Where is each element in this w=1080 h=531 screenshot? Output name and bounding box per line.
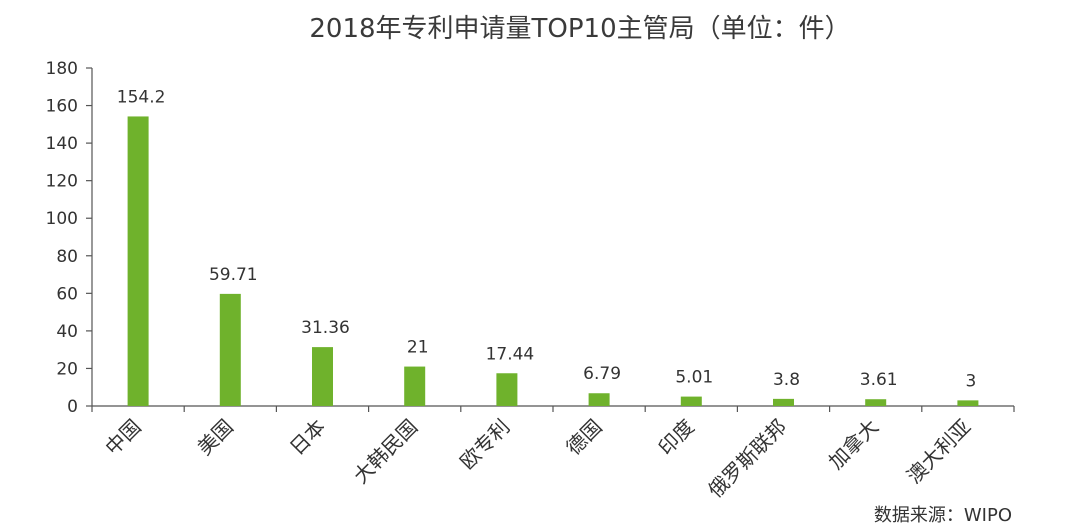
category-label: 俄罗斯联邦 [703, 415, 791, 503]
y-tick-label: 100 [46, 209, 78, 229]
bar-value-label: 21 [407, 338, 429, 358]
bar [680, 396, 702, 406]
bar-value-label: 154.2 [117, 87, 166, 107]
category-label: 加拿大 [824, 415, 883, 474]
y-tick-label: 60 [56, 284, 78, 304]
bar-value-label: 6.79 [583, 364, 621, 384]
category-label: 澳大利亚 [902, 415, 976, 489]
bar-value-label: 3 [965, 371, 976, 391]
bar-value-label: 31.36 [301, 318, 350, 338]
bar-value-label: 59.71 [209, 265, 258, 285]
y-tick-label: 80 [56, 247, 78, 267]
bar-value-label: 5.01 [675, 368, 713, 388]
category-label: 大韩民国 [349, 415, 423, 489]
category-label: 美国 [193, 415, 238, 460]
bar [865, 399, 887, 406]
y-tick-label: 180 [46, 59, 78, 79]
category-label: 中国 [100, 415, 145, 460]
value-labels: 154.2 59.71 31.36 21 17.44 6.79 5.01 3.8 3.61 3 [117, 87, 977, 391]
bar [404, 366, 426, 406]
bar-value-label: 3.8 [773, 370, 800, 390]
bar [496, 373, 518, 406]
bar-value-label: 17.44 [486, 344, 535, 364]
category-label: 印度 [654, 415, 699, 460]
bar [957, 400, 979, 406]
bar [127, 116, 149, 407]
y-axis: 0 20 40 60 80 100 120 140 160 180 [46, 59, 93, 417]
bar [588, 393, 610, 406]
chart-title: 2018年专利申请量TOP10主管局（单位：件） [309, 14, 850, 44]
y-tick-label: 40 [56, 322, 78, 342]
x-axis [91, 405, 1015, 412]
source-note: 数据来源：WIPO [874, 505, 1012, 526]
category-label: 德国 [561, 415, 606, 460]
y-tick-label: 160 [46, 97, 78, 117]
y-tick-label: 20 [56, 359, 78, 379]
bars [127, 116, 979, 407]
category-labels: 中国 美国 日本 大韩民国 欧专利 德国 印度 俄罗斯联邦 加拿大 澳大利亚 [100, 415, 975, 503]
bar [312, 347, 333, 406]
y-tick-label: 0 [67, 397, 78, 417]
category-label: 欧专利 [455, 415, 514, 474]
bar [219, 293, 241, 406]
y-tick-label: 120 [46, 172, 78, 192]
y-tick-label: 140 [46, 134, 78, 154]
category-label: 日本 [285, 415, 330, 460]
bar-value-label: 3.61 [860, 370, 898, 390]
bar [773, 398, 794, 406]
